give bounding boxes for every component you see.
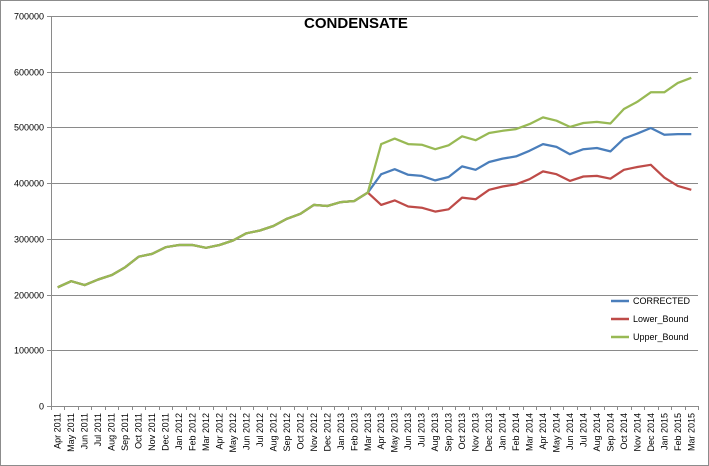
x-tick-label: Dec 2011 [161, 413, 171, 451]
y-tick-label: 0 [39, 402, 44, 412]
series-line-upper-bound [57, 76, 692, 289]
x-tick-label: Jun 2012 [241, 413, 251, 450]
x-tick-label: Jun 2011 [80, 413, 90, 449]
x-tick-label: Jul 2012 [255, 413, 265, 447]
x-tick-label: Feb 2013 [349, 413, 359, 451]
series-lines [57, 76, 692, 289]
x-tick-label: Sep 2012 [282, 413, 292, 452]
gridlines [51, 16, 698, 351]
x-tick-label: Aug 2013 [430, 413, 440, 452]
x-tick-label: Dec 2014 [646, 413, 656, 452]
x-tick-label: Feb 2012 [188, 413, 198, 451]
x-tick-label: Feb 2014 [511, 413, 521, 451]
x-tick-label: May 2014 [551, 413, 561, 453]
x-tick-label: Sep 2014 [605, 413, 615, 452]
x-tick-label: Oct 2011 [134, 413, 144, 449]
x-tick-label: Jun 2013 [403, 413, 413, 450]
x-tick-label: Apr 2013 [376, 413, 386, 450]
x-tick-label: Nov 2012 [309, 413, 319, 452]
legend: CORRECTED Lower_Bound Upper_Bound [611, 296, 691, 342]
x-tick-label: Jan 2012 [174, 413, 184, 450]
x-tick-label: Jan 2013 [336, 413, 346, 450]
x-tick-label: Aug 2011 [107, 413, 117, 451]
x-tick-label: Apr 2012 [214, 413, 224, 450]
y-tick-label: 100000 [14, 346, 44, 356]
y-tick-label: 700000 [14, 12, 44, 22]
legend-label: Lower_Bound [633, 314, 689, 324]
x-tick-label: Nov 2011 [147, 413, 157, 451]
x-tick-label: Aug 2014 [592, 413, 602, 452]
x-tick-label: Nov 2014 [632, 413, 642, 452]
y-tick-label: 300000 [14, 235, 44, 245]
series-line-corrected [57, 126, 692, 289]
y-tick-label: 400000 [14, 179, 44, 189]
x-tick-label: May 2013 [390, 413, 400, 453]
x-tick-label: Jun 2014 [565, 413, 575, 450]
x-tick-label: Mar 2013 [363, 413, 373, 451]
x-tick-label: Sep 2013 [444, 413, 454, 452]
x-tick-label: Sep 2011 [120, 413, 130, 451]
x-tick-label: Jul 2013 [417, 413, 427, 447]
plot-area [51, 16, 698, 407]
x-tick-label: Dec 2013 [484, 413, 494, 452]
x-tick-label: Jul 2011 [93, 413, 103, 446]
y-tick-label: 200000 [14, 291, 44, 301]
x-tick-label: Aug 2012 [268, 413, 278, 452]
x-tick-label: Mar 2012 [201, 413, 211, 451]
x-tick-label: Oct 2012 [295, 413, 305, 450]
chart-title: CONDENSATE [304, 15, 408, 32]
x-tick-label: Apr 2011 [53, 413, 63, 449]
x-axis: Apr 2011 May 2011 Jun 2011 Jul 2011 Aug 2011… [51, 406, 699, 453]
x-tick-label: May 2011 [66, 413, 76, 452]
x-tick-label: Jul 2014 [578, 413, 588, 447]
legend-label: Upper_Bound [633, 332, 689, 342]
y-tick-label: 500000 [14, 123, 44, 133]
x-tick-label: Feb 2015 [673, 413, 683, 451]
y-axis: 0 100000 200000 300000 400000 500000 600000 700… [14, 12, 51, 412]
x-tick-label: May 2012 [228, 413, 238, 453]
x-tick-label: Oct 2014 [619, 413, 629, 450]
x-tick-label: Mar 2014 [525, 413, 535, 451]
x-tick-label: Jan 2015 [659, 413, 669, 450]
x-tick-label: Apr 2014 [538, 413, 548, 450]
x-tick-label: Jan 2014 [498, 413, 508, 450]
x-tick-label: Nov 2013 [471, 413, 481, 452]
x-tick-label: Oct 2013 [457, 413, 467, 450]
x-tick-label: Mar 2015 [686, 413, 696, 451]
legend-label: CORRECTED [633, 296, 691, 306]
y-tick-label: 600000 [14, 68, 44, 78]
x-tick-label: Dec 2012 [322, 413, 332, 452]
